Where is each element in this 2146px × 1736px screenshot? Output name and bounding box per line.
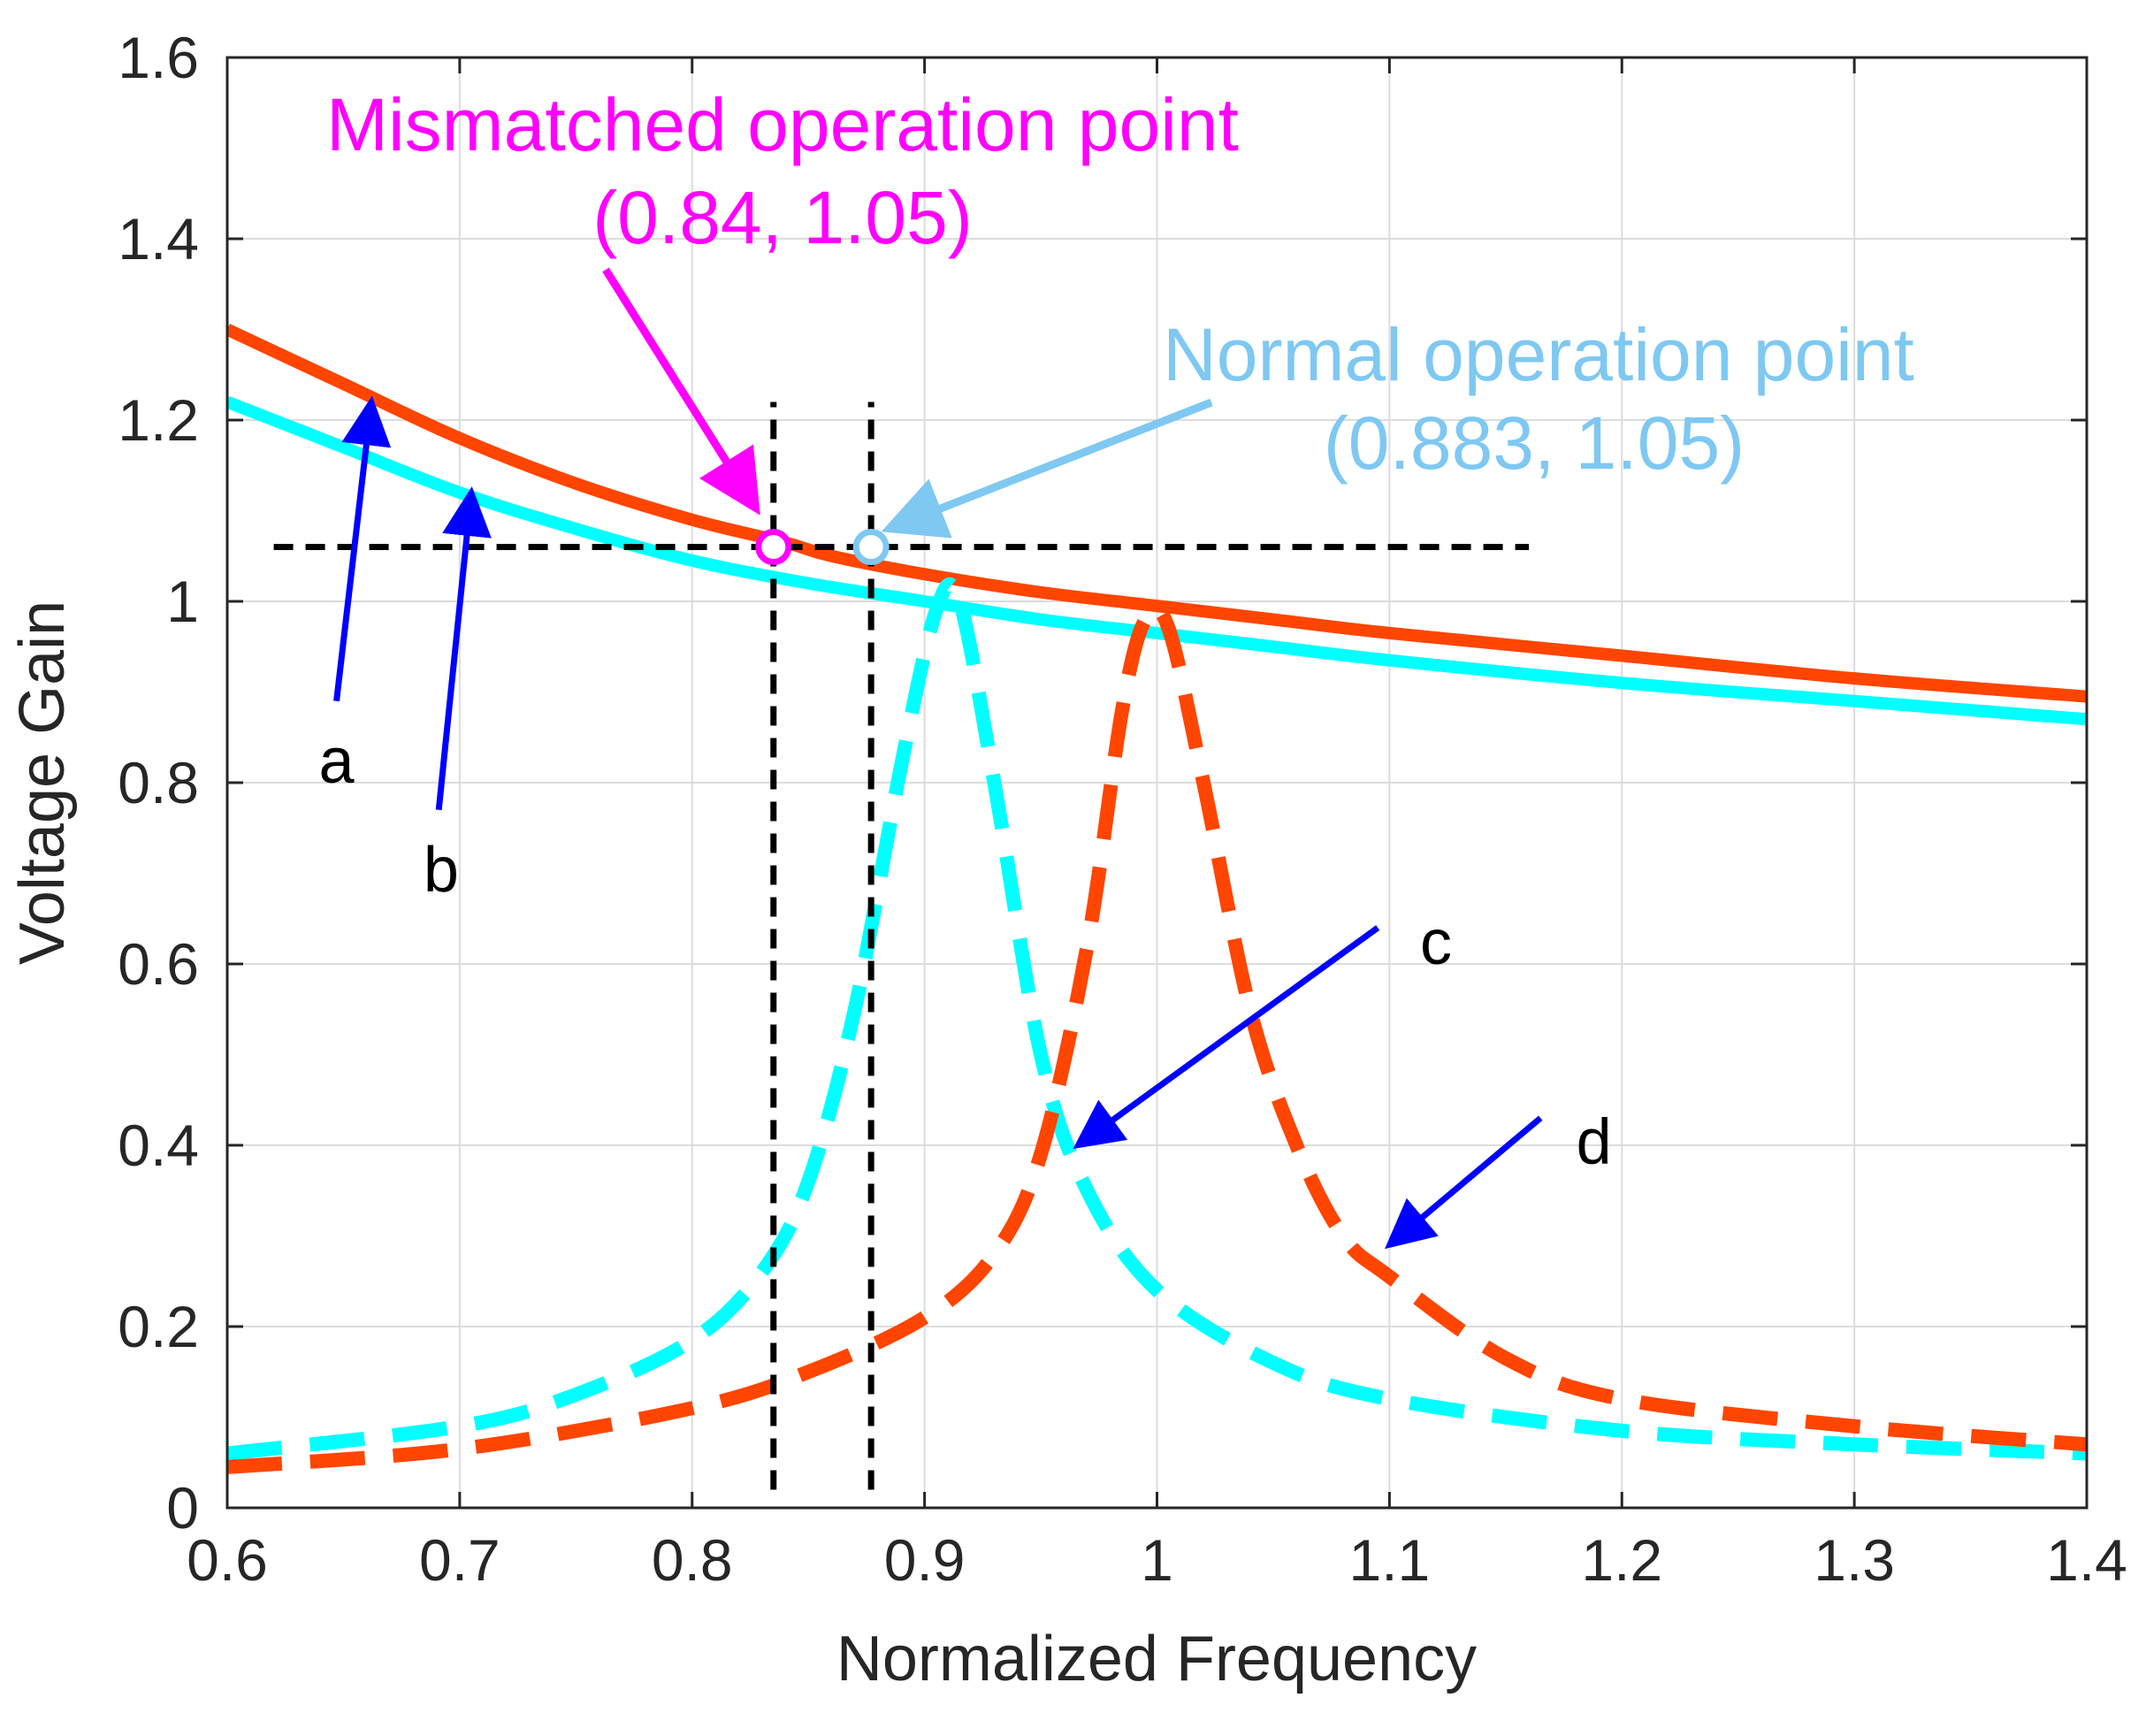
curve-arrow-c	[1073, 925, 1380, 1150]
series-b-solid-line	[227, 395, 2087, 726]
y-axis-ticks: 0 0.2 0.4 0.6 0.8 1 1.2 1.4 1.6	[118, 25, 2087, 1541]
normal-point-arrow	[881, 398, 1213, 539]
y-tick-label: 0.2	[118, 1294, 199, 1359]
x-axis-label: Normalized Frequency	[836, 1624, 1477, 1694]
y-tick-label: 1.4	[118, 206, 199, 271]
series-a-solid-line	[227, 324, 2087, 703]
y-tick-label: 0.8	[118, 750, 199, 815]
curve-labels: a b c d	[319, 395, 1612, 1250]
y-tick-label: 1.2	[118, 387, 199, 453]
y-tick-label: 1.6	[118, 25, 199, 90]
mismatched-point-coords: (0.84, 1.05)	[592, 176, 973, 259]
y-tick-label: 0	[166, 1475, 199, 1541]
curve-label-d: d	[1577, 1107, 1612, 1178]
x-tick-label: 1.3	[1814, 1527, 1895, 1593]
x-tick-label: 1.2	[1581, 1527, 1662, 1593]
normal-point-title: Normal operation point	[1163, 313, 1914, 396]
x-tick-label: 1	[1141, 1527, 1173, 1593]
annotations: Mismatched operation point (0.84, 1.05) …	[326, 83, 1914, 565]
curve-arrow-b	[435, 486, 492, 811]
x-tick-label: 0.7	[419, 1527, 500, 1593]
normal-point-coords: (0.883, 1.05)	[1324, 401, 1745, 485]
series-d-dashed-line	[227, 601, 2087, 1474]
plot-frame	[225, 56, 2089, 1510]
curve-label-a: a	[319, 726, 355, 797]
reference-lines	[273, 401, 1530, 1490]
curve-arrow-d	[1385, 1115, 1543, 1250]
mismatched-point-arrow	[602, 267, 760, 516]
series-layer	[227, 324, 2087, 1474]
normal-point-marker	[852, 529, 890, 565]
x-axis-ticks: 0.6 0.7 0.8 0.9 1 1.1 1.2 1.3 1.4	[187, 57, 2127, 1593]
series-c-dashed-line	[227, 577, 2087, 1461]
curve-label-c: c	[1420, 907, 1452, 978]
mismatched-point-marker	[755, 529, 792, 565]
mismatched-point-title: Mismatched operation point	[326, 83, 1239, 166]
x-tick-label: 1.4	[2046, 1527, 2127, 1593]
x-tick-label: 1.1	[1349, 1527, 1431, 1593]
y-tick-label: 0.6	[118, 931, 199, 997]
x-tick-label: 0.9	[884, 1527, 966, 1593]
y-tick-label: 1	[166, 569, 199, 634]
x-tick-label: 0.8	[652, 1527, 733, 1593]
curve-label-b: b	[424, 835, 459, 906]
y-axis-label: Voltage Gain	[7, 600, 78, 965]
x-tick-label: 0.6	[187, 1527, 268, 1593]
y-tick-label: 0.4	[118, 1113, 199, 1178]
curve-arrow-a	[333, 395, 392, 702]
